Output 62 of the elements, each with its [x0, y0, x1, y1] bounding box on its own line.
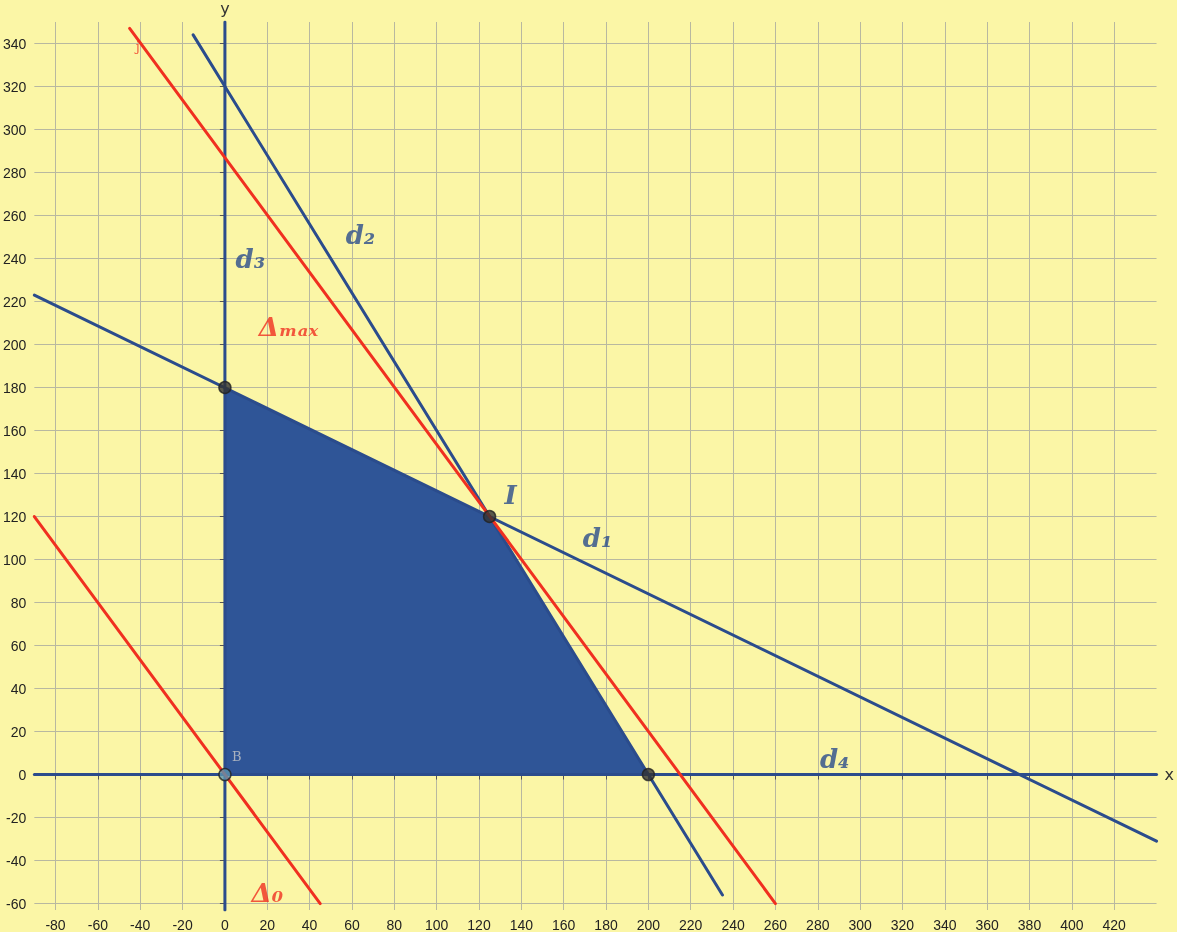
y-tick-label: 340 — [3, 35, 27, 52]
x-axis-title: x — [1164, 765, 1174, 785]
y-tick-label: 240 — [3, 250, 27, 267]
x-tick-label: 360 — [975, 917, 1000, 932]
y-tick-label: 20 — [10, 723, 27, 740]
y-tick-label: -60 — [6, 895, 27, 912]
annotation: B — [231, 749, 242, 765]
x-tick-label: -40 — [130, 917, 151, 932]
x-tick-label: 260 — [763, 917, 788, 932]
y-tick-label: 160 — [3, 422, 27, 439]
x-tick-label: 200 — [636, 917, 661, 932]
x-tick-label: -80 — [45, 917, 66, 932]
x-tick-label: 140 — [509, 917, 534, 932]
series-label: Δ₀ — [249, 877, 284, 908]
series-label: d₄ — [819, 744, 850, 775]
x-tick-label: 80 — [386, 917, 403, 932]
point — [641, 767, 656, 782]
series-label: Δₘₐₓ — [256, 312, 319, 343]
x-tick-label: 120 — [467, 917, 491, 932]
x-tick-label: 420 — [1102, 917, 1127, 932]
series-label: d₁ — [582, 523, 613, 554]
x-tick-label: 100 — [424, 917, 449, 932]
x-tick-label: 240 — [721, 917, 745, 932]
annotation: I — [503, 479, 518, 510]
point — [218, 767, 232, 782]
y-tick-label: -20 — [6, 809, 27, 826]
x-tick-label: 180 — [594, 917, 618, 932]
x-tick-label: 40 — [301, 917, 318, 932]
y-tick-label: 140 — [3, 465, 27, 482]
y-tick-label: 220 — [3, 293, 27, 310]
x-tick-label: -20 — [172, 917, 193, 932]
series-label: d₂ — [345, 219, 376, 250]
y-tick-label: 0 — [18, 766, 27, 783]
x-tick-label: 220 — [679, 917, 703, 932]
y-tick-label: 60 — [10, 637, 27, 654]
x-tick-label: 300 — [848, 917, 872, 932]
x-tick-label: 0 — [221, 917, 230, 932]
point — [482, 509, 497, 524]
y-tick-label: 180 — [3, 379, 27, 396]
x-tick-label: 160 — [552, 917, 576, 932]
y-axis-title: y — [220, 0, 230, 18]
x-tick-label: 280 — [806, 917, 830, 932]
x-tick-label: 20 — [259, 917, 276, 932]
x-tick-label: 320 — [890, 917, 915, 932]
y-tick-label: 280 — [3, 164, 27, 181]
x-tick-label: 400 — [1060, 917, 1084, 932]
x-tick-label: 60 — [344, 917, 360, 932]
y-tick-label: 260 — [3, 207, 27, 224]
x-tick-label: 380 — [1017, 917, 1042, 932]
y-tick-label: 300 — [3, 121, 27, 138]
y-tick-label: 80 — [10, 594, 27, 611]
point — [218, 380, 232, 395]
series-label: d₃ — [235, 243, 266, 274]
y-tick-label: 40 — [10, 680, 27, 697]
y-tick-label: -40 — [6, 852, 27, 869]
y-tick-label: 320 — [3, 78, 27, 95]
annotation: j — [133, 38, 140, 54]
y-tick-label: 120 — [3, 508, 27, 525]
y-tick-label: 100 — [3, 551, 27, 568]
x-tick-label: 340 — [933, 917, 957, 932]
y-tick-label: 200 — [3, 336, 27, 353]
x-tick-label: -60 — [87, 917, 109, 932]
